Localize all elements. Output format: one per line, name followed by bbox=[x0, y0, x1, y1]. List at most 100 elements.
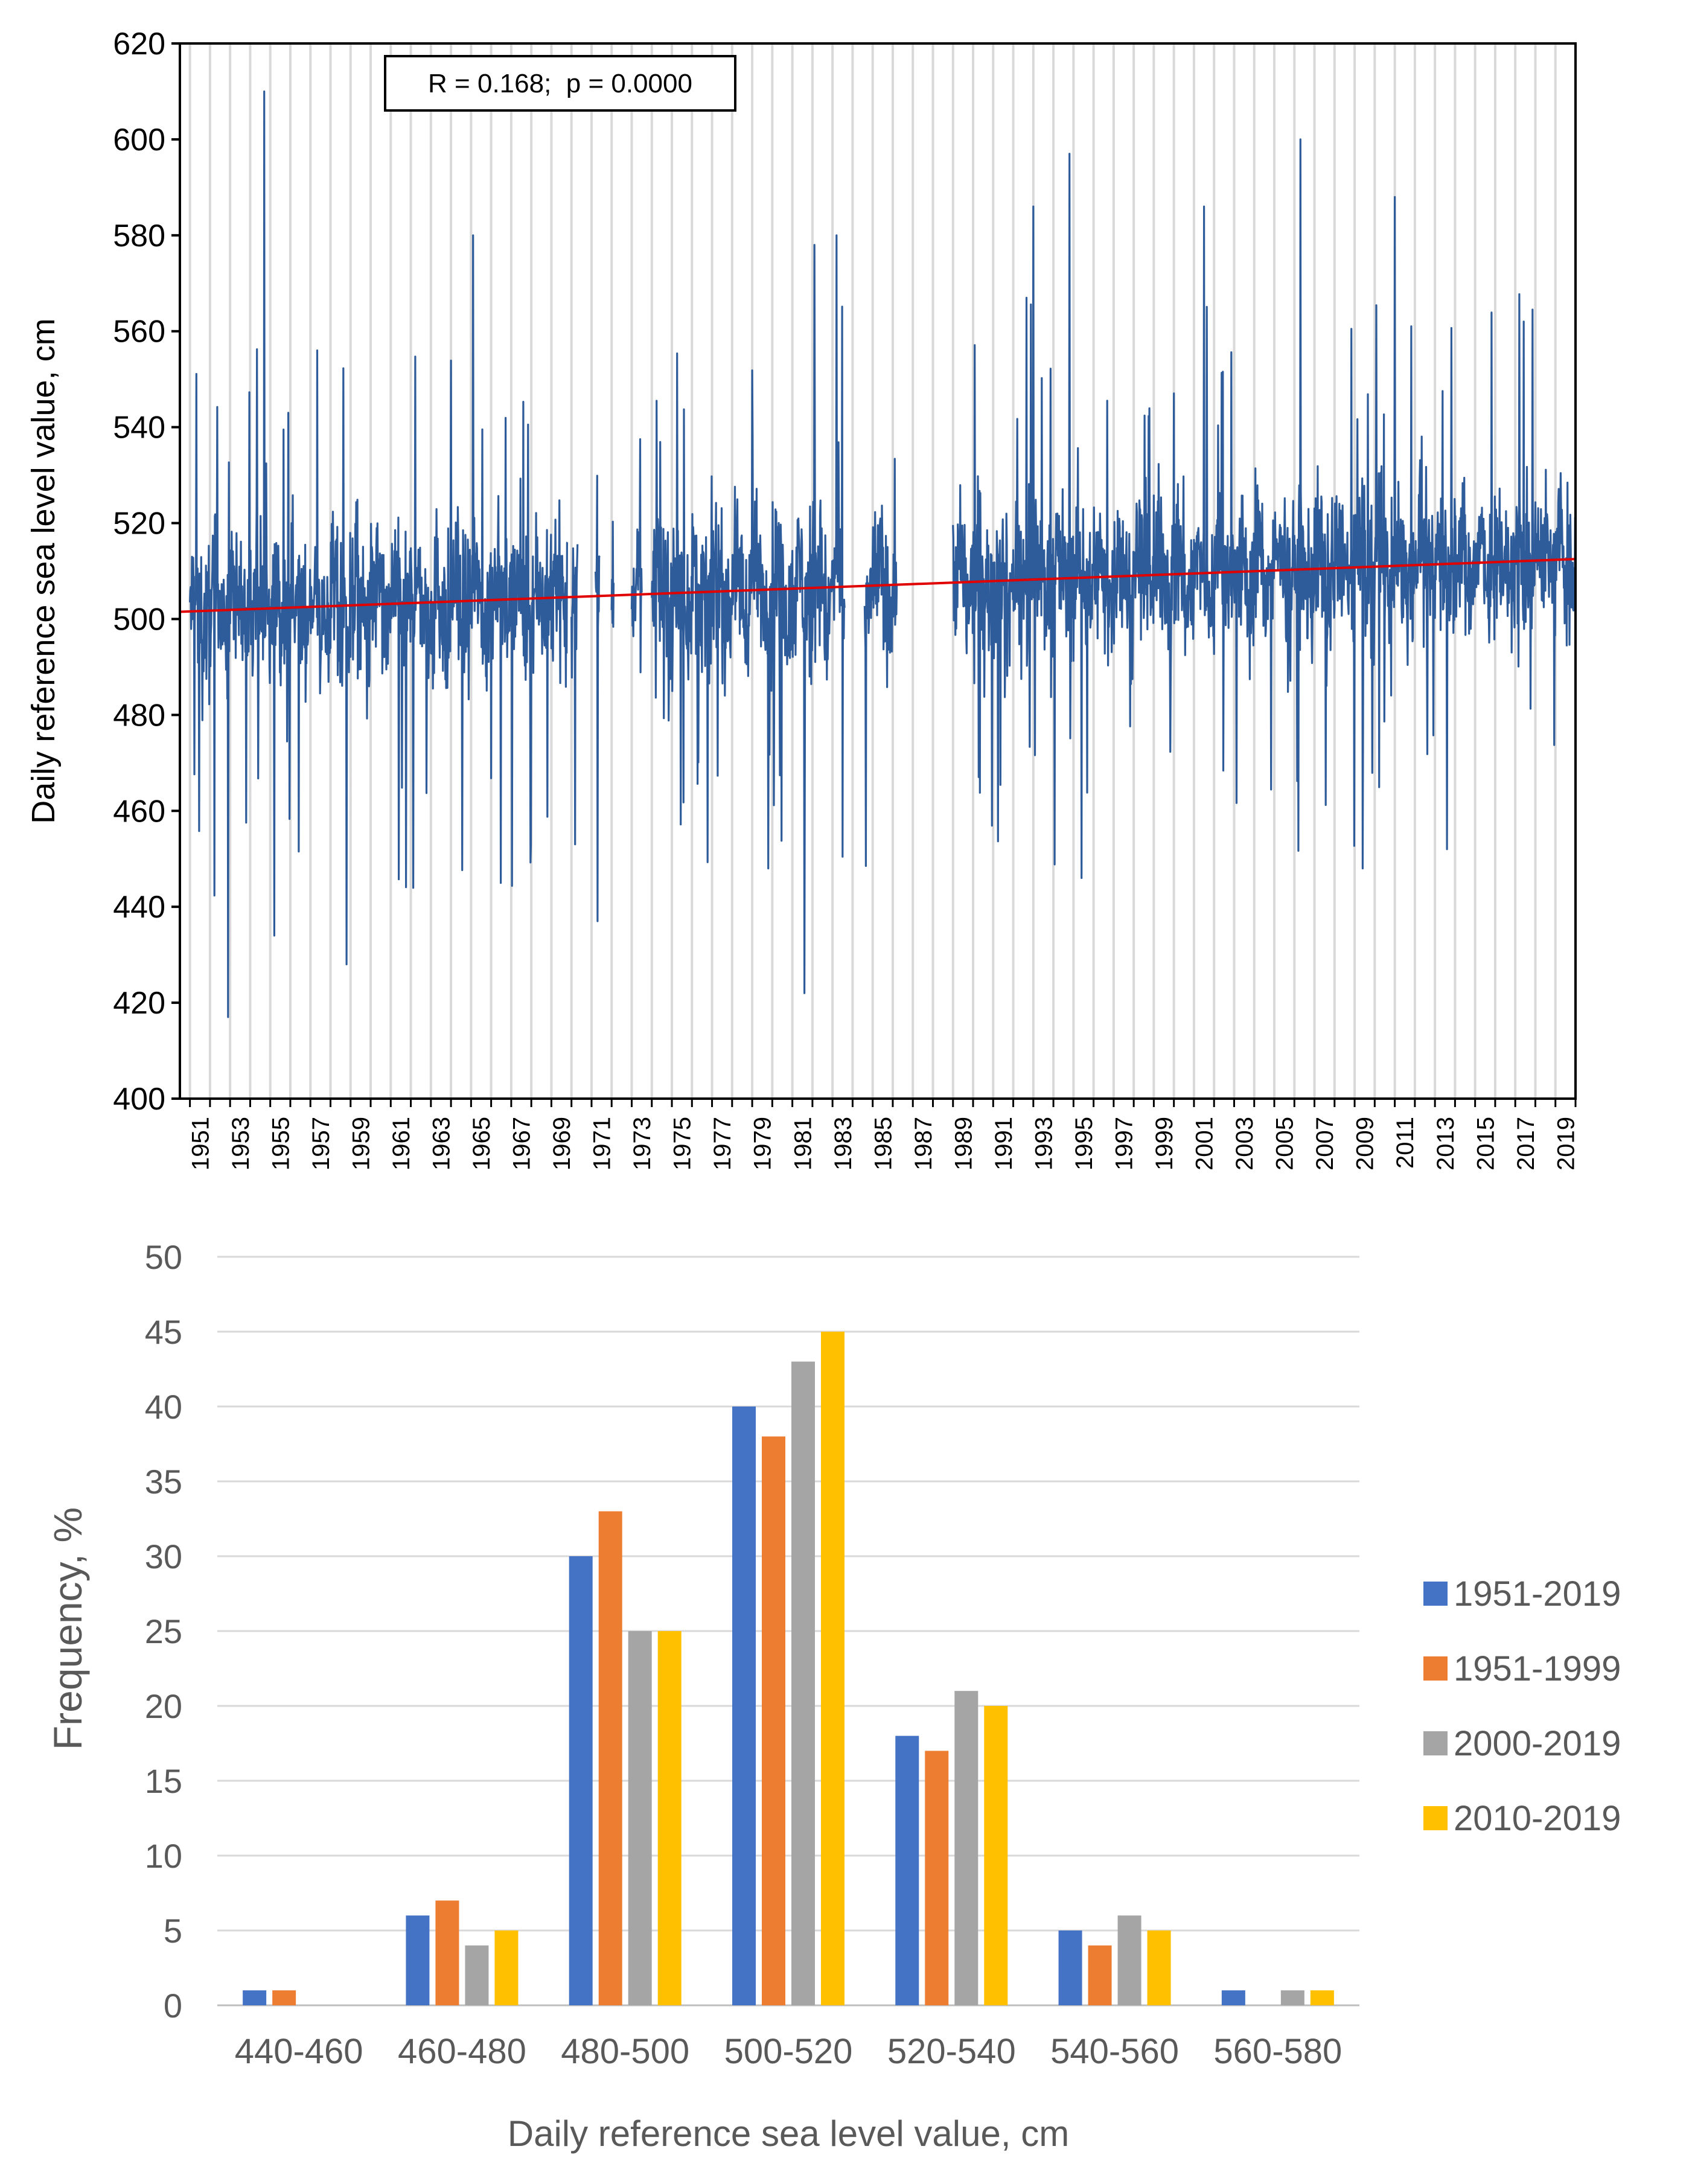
legend-swatch bbox=[1423, 1731, 1448, 1755]
top-x-tick-label: 1971 bbox=[589, 1117, 616, 1170]
top-y-tick-label: 400 bbox=[113, 1082, 165, 1117]
legend-swatch bbox=[1423, 1806, 1448, 1830]
top-y-tick-label: 580 bbox=[113, 219, 165, 254]
bar-1951-2019-480-500 bbox=[569, 1556, 593, 2005]
bar-2000-2019-540-560 bbox=[1117, 1915, 1141, 2005]
top-y-tick-label: 540 bbox=[113, 410, 165, 445]
stats-annotation: R = 0.168; p = 0.0000 bbox=[384, 55, 736, 112]
bottom-x-axis-ticks: 440-460 460-480 480-500 500-520 520-540 540-5… bbox=[235, 2032, 1343, 2071]
bottom-x-tick-label: 480-500 bbox=[561, 2032, 689, 2071]
frequency-bar-chart: 0 5 10 15 20 25 30 35 40 45 50 440-460 460-480 480-5… bbox=[45, 1238, 1621, 2154]
top-x-tick-label: 2011 bbox=[1392, 1117, 1419, 1169]
top-x-tick-label: 2013 bbox=[1432, 1117, 1459, 1170]
legend-swatch bbox=[1423, 1656, 1448, 1681]
sea-level-series-segment bbox=[595, 474, 601, 922]
sea-level-series-segment bbox=[863, 458, 898, 867]
bottom-y-axis-ticks: 0 5 10 15 20 25 30 35 40 45 50 bbox=[145, 1238, 182, 2025]
top-plot-area-border bbox=[179, 42, 1577, 1100]
bottom-x-tick-label: 520-540 bbox=[887, 2032, 1016, 2071]
bar-2000-2019-520-540 bbox=[954, 1691, 979, 2005]
legend-swatch bbox=[1423, 1582, 1448, 1606]
top-x-tick-label: 1983 bbox=[830, 1117, 857, 1170]
bottom-y-tick-label: 15 bbox=[145, 1762, 182, 1800]
top-x-tick-label: 2017 bbox=[1513, 1117, 1539, 1170]
top-x-tick-label: 1987 bbox=[910, 1117, 937, 1170]
frequency-bars bbox=[243, 1332, 1334, 2005]
sea-level-series-segment bbox=[651, 234, 846, 994]
top-x-tick-label: 1973 bbox=[629, 1117, 656, 1170]
bottom-chart-gridlines bbox=[217, 1256, 1359, 1932]
top-x-tick-label: 2015 bbox=[1472, 1117, 1499, 1170]
top-x-tick-label: 1959 bbox=[348, 1117, 374, 1170]
bottom-x-tick-label: 460-480 bbox=[398, 2032, 526, 2071]
top-x-tick-label: 1995 bbox=[1071, 1117, 1097, 1170]
bottom-y-tick-label: 50 bbox=[145, 1238, 182, 1276]
bottom-x-tick-label: 560-580 bbox=[1213, 2032, 1342, 2071]
top-x-tick-label: 2007 bbox=[1312, 1117, 1338, 1170]
bar-2010-2019-460-480 bbox=[494, 1930, 519, 2005]
bottom-y-tick-label: 35 bbox=[145, 1463, 182, 1501]
top-x-tick-label: 1993 bbox=[1030, 1117, 1057, 1170]
top-x-tick-label: 1977 bbox=[709, 1117, 736, 1170]
bar-1951-2019-440-460 bbox=[243, 1990, 267, 2005]
sea-level-series-segment bbox=[570, 544, 579, 846]
bar-2010-2019-480-500 bbox=[657, 1631, 682, 2005]
bar-2000-2019-460-480 bbox=[465, 1945, 489, 2005]
top-x-tick-label: 1963 bbox=[428, 1117, 455, 1170]
top-x-tick-label: 2003 bbox=[1231, 1117, 1258, 1170]
top-x-tick-label: 1989 bbox=[950, 1117, 977, 1170]
bottom-x-tick-label: 440-460 bbox=[235, 2032, 363, 2071]
top-x-tick-label: 1999 bbox=[1151, 1117, 1178, 1170]
legend-label: 2010-2019 bbox=[1454, 1799, 1621, 1838]
bottom-y-tick-label: 40 bbox=[145, 1388, 182, 1426]
trend-line bbox=[179, 558, 1576, 613]
top-x-tick-label: 1967 bbox=[509, 1117, 535, 1170]
legend-label: 1951-2019 bbox=[1454, 1574, 1621, 1614]
sea-level-series-segment bbox=[952, 138, 1577, 880]
legend: 1951-2019 1951-1999 2000-2019 2010-2019 bbox=[1423, 1574, 1621, 1838]
sea-level-series-segment bbox=[630, 438, 643, 674]
top-x-tick-label: 1981 bbox=[790, 1117, 816, 1170]
top-x-tick-label: 2005 bbox=[1272, 1117, 1298, 1170]
sea-level-daily-series bbox=[189, 90, 1577, 1018]
bar-2000-2019-500-520 bbox=[791, 1361, 815, 2005]
bar-2010-2019-540-560 bbox=[1147, 1930, 1171, 2005]
bar-1951-2019-540-560 bbox=[1058, 1930, 1082, 2005]
top-x-tick-label: 1965 bbox=[468, 1117, 495, 1170]
bar-1951-2019-560-580 bbox=[1221, 1990, 1245, 2005]
bar-2010-2019-520-540 bbox=[984, 1706, 1008, 2005]
sea-level-time-series-chart: 400 420 440 460 480 500 520 540 560 580 600 620 195… bbox=[25, 27, 1579, 1170]
top-y-tick-label: 420 bbox=[113, 986, 165, 1021]
top-x-axis-ticks: 1951 1953 1955 1957 1959 1961 1963 1965 1967 1969… bbox=[187, 1099, 1579, 1170]
legend-label: 1951-1999 bbox=[1454, 1649, 1621, 1688]
stats-annotation-box bbox=[384, 55, 736, 112]
bottom-y-tick-label: 10 bbox=[145, 1837, 182, 1875]
bar-1951-2019-520-540 bbox=[895, 1735, 919, 2005]
bar-2000-2019-560-580 bbox=[1280, 1990, 1304, 2005]
top-x-tick-label: 1969 bbox=[549, 1117, 575, 1170]
top-y-axis-ticks: 400 420 440 460 480 500 520 540 560 580 600 620 bbox=[113, 27, 180, 1117]
top-x-tick-label: 1953 bbox=[228, 1117, 254, 1170]
top-x-tick-label: 1975 bbox=[669, 1117, 696, 1170]
sea-level-series-segment bbox=[610, 520, 615, 628]
top-x-tick-label: 2019 bbox=[1553, 1117, 1579, 1170]
bar-1951-1999-520-540 bbox=[925, 1751, 949, 2005]
stats-annotation-text: R = 0.168; p = 0.0000 bbox=[428, 69, 692, 98]
bottom-y-tick-label: 5 bbox=[164, 1912, 182, 1950]
top-y-axis-label: Daily reference sea level value, cm bbox=[25, 318, 62, 823]
bottom-x-tick-label: 540-560 bbox=[1050, 2032, 1179, 2071]
bottom-x-axis-label: Daily reference sea level value, cm bbox=[508, 2113, 1069, 2154]
top-x-tick-label: 1951 bbox=[187, 1117, 214, 1170]
top-x-tick-label: 1979 bbox=[750, 1117, 776, 1170]
top-y-tick-label: 600 bbox=[113, 123, 165, 158]
top-y-tick-label: 520 bbox=[113, 506, 165, 541]
bar-1951-2019-460-480 bbox=[406, 1915, 430, 2005]
top-y-tick-label: 460 bbox=[113, 794, 165, 829]
top-y-tick-label: 560 bbox=[113, 315, 165, 350]
sea-level-series-segment bbox=[189, 90, 569, 1018]
top-y-tick-label: 500 bbox=[113, 602, 165, 637]
bar-1951-1999-460-480 bbox=[435, 1900, 459, 2005]
bottom-y-axis-label: Frequency, % bbox=[45, 1507, 90, 1750]
bar-1951-1999-540-560 bbox=[1088, 1945, 1112, 2005]
